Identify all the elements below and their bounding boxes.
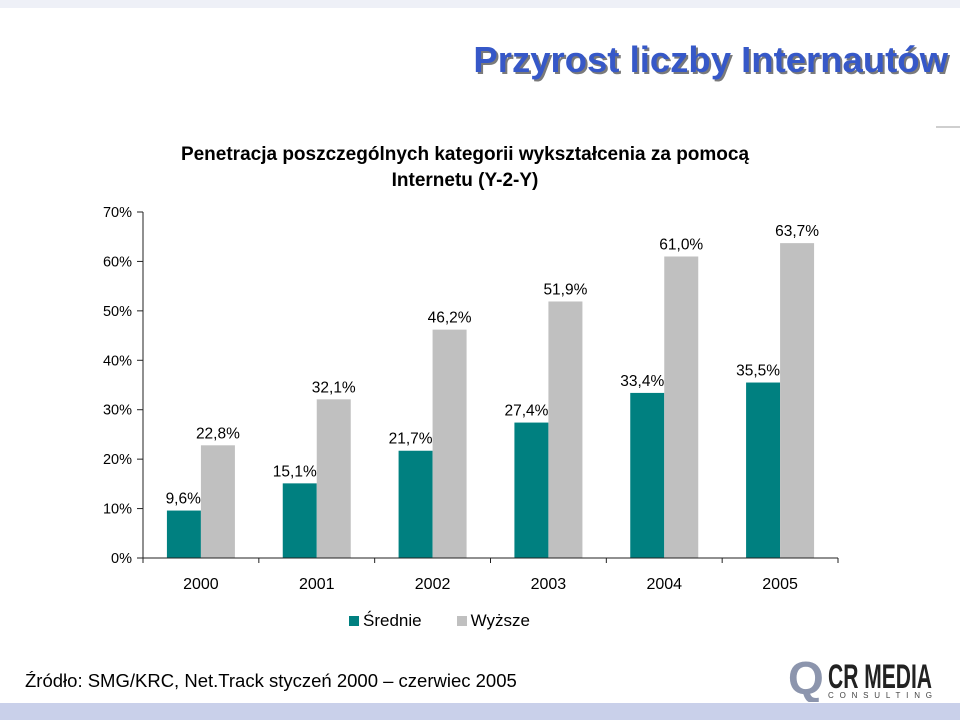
bar-srednie-2003 <box>514 422 549 558</box>
bar-wyzsze-2003 <box>548 301 583 558</box>
data-label-wyzsze-2004: 61,0% <box>659 236 703 253</box>
x-tick-label: 2004 <box>646 576 682 593</box>
chart-title: Penetracja poszczególnych kategorii wyks… <box>180 144 750 191</box>
data-label-wyzsze-2001: 32,1% <box>312 379 356 396</box>
y-tick-label: 20% <box>103 452 132 468</box>
data-label-srednie-2002: 21,7% <box>389 431 433 448</box>
legend-label-srednie: Średnie <box>363 611 422 630</box>
bar-wyzsze-2005 <box>780 243 815 558</box>
y-tick-label: 30% <box>103 403 132 419</box>
y-tick-label: 70% <box>103 205 132 221</box>
bar-srednie-2005 <box>746 382 781 558</box>
logo-name: CR MEDIA <box>828 658 932 696</box>
bar-srednie-2002 <box>398 450 433 558</box>
data-label-srednie-2000: 9,6% <box>166 491 202 508</box>
y-tick-label: 40% <box>103 353 132 369</box>
legend-swatch-srednie <box>349 616 359 626</box>
bars <box>166 243 815 558</box>
data-label-wyzsze-2003: 51,9% <box>543 281 587 298</box>
bar-wyzsze-2000 <box>200 445 235 558</box>
company-logo: Q CR MEDIA CONSULTING <box>788 656 932 702</box>
x-tick-label: 2000 <box>183 576 219 593</box>
data-label-wyzsze-2002: 46,2% <box>428 310 472 327</box>
slide-title: Przyrost liczby Internautów <box>473 39 948 80</box>
top-band <box>0 0 960 8</box>
y-tick-label: 60% <box>103 254 132 270</box>
y-tick-label: 10% <box>103 502 132 518</box>
data-label-srednie-2001: 15,1% <box>273 463 317 480</box>
source-note: Źródło: SMG/KRC, Net.Track styczeń 2000 … <box>25 670 517 691</box>
legend-item-wyzsze: Wyższe <box>456 611 530 631</box>
data-label-srednie-2003: 27,4% <box>504 403 548 420</box>
x-tick-label: 2001 <box>299 576 335 593</box>
data-label-wyzsze-2005: 63,7% <box>775 223 819 240</box>
bar-wyzsze-2002 <box>432 329 467 558</box>
logo-tagline: CONSULTING <box>828 691 932 700</box>
legend-label-wyzsze: Wyższe <box>470 611 530 630</box>
bar-wyzsze-2004 <box>664 256 699 558</box>
x-tick-label: 2003 <box>531 576 567 593</box>
decorative-rule <box>936 126 960 128</box>
x-tick-label: 2005 <box>762 576 798 593</box>
chart-legend: Średnie Wyższe <box>349 611 530 631</box>
data-label-wyzsze-2000: 22,8% <box>196 425 240 442</box>
data-label-srednie-2004: 33,4% <box>620 373 664 390</box>
bottom-band <box>0 703 960 720</box>
legend-item-srednie: Średnie <box>349 611 422 631</box>
bar-wyzsze-2001 <box>316 399 351 558</box>
bar-srednie-2001 <box>282 483 317 558</box>
legend-swatch-wyzsze <box>456 616 467 626</box>
data-labels: 9,6% 15,1% 21,7% 27,4% 33,4% 35,5% 22,8% 32,1% 4… <box>166 223 820 507</box>
bar-srednie-2004 <box>630 392 665 558</box>
x-tick-label: 2002 <box>415 576 451 593</box>
data-label-srednie-2005: 35,5% <box>736 363 780 380</box>
y-tick-label: 0% <box>111 551 132 567</box>
y-tick-label: 50% <box>103 304 132 320</box>
bar-srednie-2000 <box>166 510 201 558</box>
x-axis: 2000 2001 2002 2003 2004 2005 <box>142 557 839 593</box>
y-axis: 0% 10% 20% 30% 40% 50% 60% 70% <box>103 205 144 567</box>
logo-mark: Q <box>788 656 824 702</box>
